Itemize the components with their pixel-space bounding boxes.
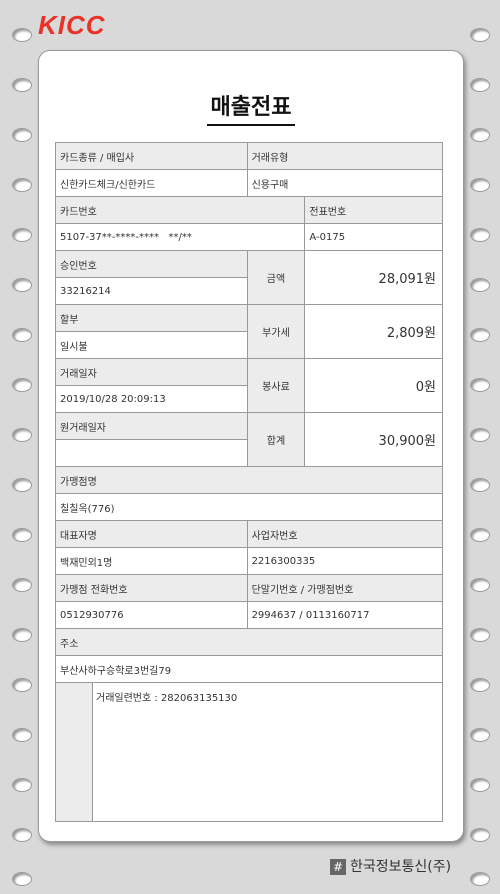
bizno-value: 2216300335 (246, 547, 444, 575)
footer-brand-text: 한국정보통신(주) (350, 859, 452, 875)
rep-value: 백재민외1명 (55, 547, 248, 575)
service-value: 0원 (304, 358, 443, 413)
date-label: 거래일자 (55, 358, 248, 386)
terminal-value: 2994637 / 0113160717 (246, 601, 444, 629)
amount-label: 금액 (246, 250, 306, 305)
phone-value: 0512930776 (55, 601, 248, 629)
card-number-value: 5107-37**-****-**** **/** (54, 223, 306, 251)
receipt-title: 매출전표 (39, 89, 463, 126)
amount-value: 28,091원 (304, 250, 443, 305)
transaction-type-value: 신용구매 (246, 169, 444, 197)
footer-brand: # 한국정보통신(주) (330, 856, 451, 876)
approval-value: 33216214 (55, 277, 248, 305)
installment-label: 할부 (55, 304, 248, 332)
total-value: 30,900원 (304, 412, 443, 467)
merchant-label: 가맹점명 (55, 466, 443, 494)
phone-label: 가맹점 전화번호 (55, 574, 248, 602)
terminal-label: 단말기번호 / 가맹점번호 (246, 574, 444, 602)
kicc-logo: KICC (38, 10, 106, 40)
orig-date-label: 원거래일자 (55, 412, 248, 440)
bizno-label: 사업자번호 (246, 520, 444, 548)
card-type-label: 카드종류 / 매입사 (55, 142, 248, 170)
total-label: 합계 (246, 412, 306, 467)
date-value: 2019/10/28 20:09:13 (55, 385, 248, 413)
address-label: 주소 (55, 628, 443, 656)
slip-number-label: 전표번호 (304, 196, 443, 224)
vat-label: 부가세 (246, 304, 306, 359)
merchant-value: 칠칠옥(776) (55, 493, 443, 521)
slip-number-value: A-0175 (304, 223, 443, 251)
address-value: 부산사하구승학로3번길79 (55, 655, 443, 683)
service-label: 봉사료 (246, 358, 306, 413)
memo-box: 거래일련번호 : 282063135130 (55, 682, 443, 822)
rep-label: 대표자명 (55, 520, 248, 548)
installment-value: 일시불 (55, 331, 248, 359)
orig-date-value (55, 439, 248, 467)
receipt-paper: 매출전표 카드종류 / 매입사 거래유형 신한카드체크/신한카드 신용구매 카드… (38, 50, 464, 842)
transaction-type-label: 거래유형 (246, 142, 444, 170)
serial-number: 거래일련번호 : 282063135130 (96, 693, 238, 704)
approval-label: 승인번호 (55, 250, 248, 278)
memo-side-band (56, 683, 93, 821)
receipt-table: 카드종류 / 매입사 거래유형 신한카드체크/신한카드 신용구매 카드번호 전표… (54, 142, 444, 683)
hash-logo-icon: # (330, 859, 346, 875)
card-number-label: 카드번호 (54, 196, 306, 224)
vat-value: 2,809원 (304, 304, 443, 359)
card-type-value: 신한카드체크/신한카드 (55, 169, 248, 197)
